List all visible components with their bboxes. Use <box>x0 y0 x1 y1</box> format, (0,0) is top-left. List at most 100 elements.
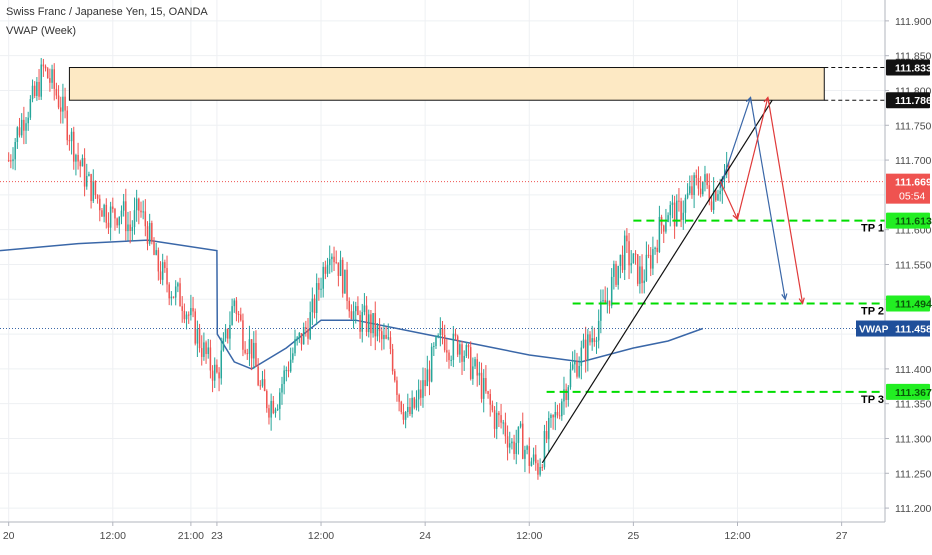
candle-body <box>398 394 400 402</box>
candle-body <box>168 284 170 299</box>
candle-body <box>383 334 385 340</box>
candle-body <box>276 408 279 410</box>
arrow-head <box>732 213 739 221</box>
candle-body <box>556 411 559 416</box>
candle-body <box>112 206 114 209</box>
candle-body <box>682 212 685 220</box>
candle-body <box>430 346 433 382</box>
candle-body <box>18 127 21 136</box>
tp-price-badge-bg <box>886 383 930 400</box>
candle-body <box>307 328 309 339</box>
candle-body <box>253 342 255 359</box>
candle-body <box>541 466 544 468</box>
x-tick-label: 24 <box>419 530 431 542</box>
candle-body <box>669 204 672 216</box>
candle-body <box>469 347 472 379</box>
candle-body <box>493 410 496 429</box>
candle-body <box>365 305 368 333</box>
candle-body <box>372 313 374 334</box>
candle-body <box>693 175 695 196</box>
candle-body <box>506 436 509 448</box>
candle-body <box>315 283 318 313</box>
candle-body <box>268 408 270 418</box>
candle-body <box>196 328 199 344</box>
candle-body <box>535 454 537 464</box>
candle-body <box>404 412 407 420</box>
candle-body <box>103 204 105 217</box>
candle-body <box>242 320 244 350</box>
candle-body <box>658 216 661 252</box>
candle-body <box>72 131 75 162</box>
candle-body <box>676 200 678 227</box>
candle-body <box>88 174 90 176</box>
candle-body <box>302 327 305 345</box>
candle-body <box>621 254 624 270</box>
horizontal-levels: TP 1 TP 2 TP 3 <box>0 67 885 406</box>
candle-body <box>710 201 713 210</box>
candle-body <box>194 311 196 344</box>
candle-body <box>424 380 426 387</box>
candle-body <box>322 266 324 289</box>
vwap-badge-bg <box>856 320 930 337</box>
candle-body <box>550 415 552 418</box>
arrow-head <box>745 96 752 104</box>
candle-body <box>207 347 209 355</box>
candle-body <box>600 301 602 321</box>
candle-body <box>20 119 23 136</box>
candle-body <box>344 269 346 294</box>
candle-body <box>435 336 437 347</box>
candle-body <box>634 253 637 255</box>
candle-body <box>474 359 476 367</box>
candle-body <box>548 417 550 440</box>
candle-body <box>263 379 266 392</box>
candle-body <box>667 215 669 223</box>
candle-body <box>580 347 583 367</box>
candle-body <box>443 334 446 351</box>
candle-body <box>645 254 648 281</box>
candle-body <box>324 266 327 274</box>
y-tick-label: 111.350 <box>895 399 932 411</box>
candle-body <box>335 262 337 264</box>
candle-body <box>589 334 591 343</box>
candle-body <box>498 412 500 416</box>
candle-body <box>422 380 424 398</box>
candle-body <box>75 154 77 162</box>
time-axis-bg <box>0 522 932 550</box>
candle-body <box>333 256 335 263</box>
level-price-badge-bg <box>886 92 930 109</box>
candle-body <box>177 283 179 287</box>
candle-body <box>348 300 350 312</box>
candle-body <box>83 158 86 187</box>
candle-body <box>452 333 455 360</box>
candle-body <box>476 359 478 376</box>
arrow-head <box>798 297 805 305</box>
chart-title: Swiss Franc / Japanese Yen, 15, OANDA <box>6 6 208 18</box>
candle-body <box>203 342 205 357</box>
candle-body <box>704 174 706 182</box>
current-price-badge-bg <box>886 173 930 204</box>
candle-body <box>244 349 246 354</box>
candle-body <box>46 68 49 79</box>
candle-body <box>394 371 396 381</box>
candle-body <box>526 446 528 450</box>
candle-body <box>125 201 127 232</box>
candle-body <box>133 210 136 228</box>
time-axis: 20 12:00 21:00 23 12:00 24 12:00 25 12:00 27 <box>0 521 932 550</box>
candle-body <box>140 210 142 213</box>
y-tick-label: 111.200 <box>895 503 932 515</box>
candle-body <box>181 306 183 311</box>
candle-body <box>33 85 36 96</box>
candle-body <box>31 85 34 100</box>
candle-body <box>300 332 303 345</box>
candle-body <box>558 415 561 417</box>
candle-body <box>296 337 298 340</box>
candle-body <box>90 174 92 202</box>
x-tick-label: 12:00 <box>724 530 750 542</box>
candle-body <box>341 259 344 294</box>
candle-body <box>66 110 69 141</box>
candle-body <box>389 337 392 349</box>
candle-body <box>437 335 439 337</box>
y-tick-label: 111.550 <box>895 259 932 271</box>
